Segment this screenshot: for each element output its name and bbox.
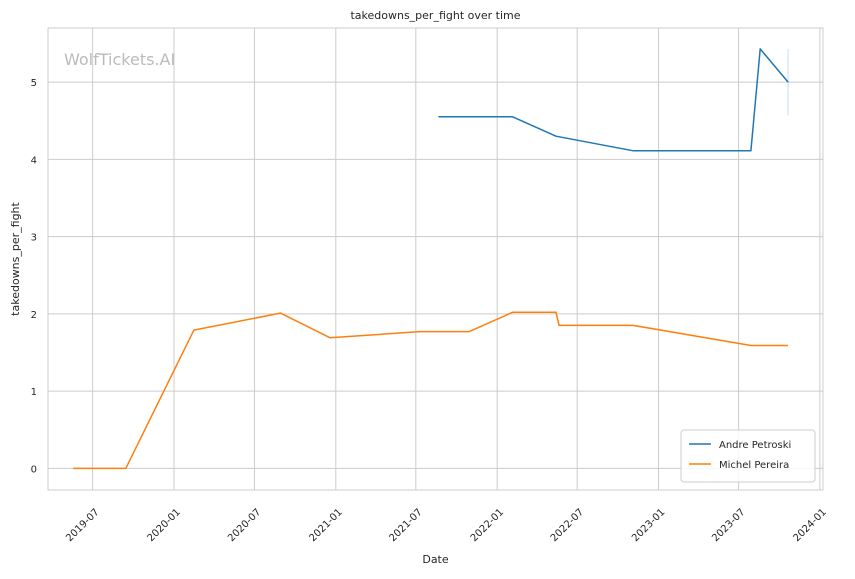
x-tick-label: 2023-01 [630, 507, 667, 544]
watermark: WolfTickets.AI [64, 50, 175, 69]
x-tick-label: 2019-07 [64, 507, 101, 544]
legend-label: Andre Petroski [719, 440, 791, 451]
x-axis-ticks: 2019-07 2020-01 2020-07 2021-01 2021-07 2022-… [64, 507, 829, 544]
x-tick-label: 2022-07 [549, 507, 586, 544]
plot-frame [47, 27, 824, 491]
y-tick-label: 2 [31, 310, 37, 321]
legend: Andre Petroski Michel Pereira [680, 429, 816, 483]
x-tick-label: 2021-01 [307, 507, 344, 544]
grid [48, 28, 823, 490]
y-tick-label: 4 [31, 155, 37, 166]
y-tick-label: 5 [31, 78, 37, 89]
legend-label: Michel Pereira [719, 460, 789, 471]
y-tick-label: 0 [31, 464, 37, 475]
series-line-michel-pereira [73, 311, 789, 470]
legend-box [680, 429, 816, 483]
y-tick-label: 1 [31, 387, 37, 398]
x-tick-label: 2020-01 [146, 507, 183, 544]
series-lines [73, 48, 789, 470]
series-line-andre-petroski [438, 48, 789, 152]
x-tick-label: 2024-01 [792, 507, 829, 544]
x-tick-label: 2023-07 [710, 507, 747, 544]
chart-title: takedowns_per_fight over time [350, 9, 520, 22]
y-axis-ticks: 0 1 2 3 4 5 [31, 78, 37, 475]
x-tick-label: 2021-07 [387, 507, 424, 544]
x-tick-label: 2022-01 [469, 507, 506, 544]
x-axis-label: Date [422, 553, 449, 566]
y-tick-label: 3 [31, 233, 37, 244]
y-axis-label: takedowns_per_fight [9, 201, 22, 315]
x-tick-label: 2020-07 [226, 507, 263, 544]
